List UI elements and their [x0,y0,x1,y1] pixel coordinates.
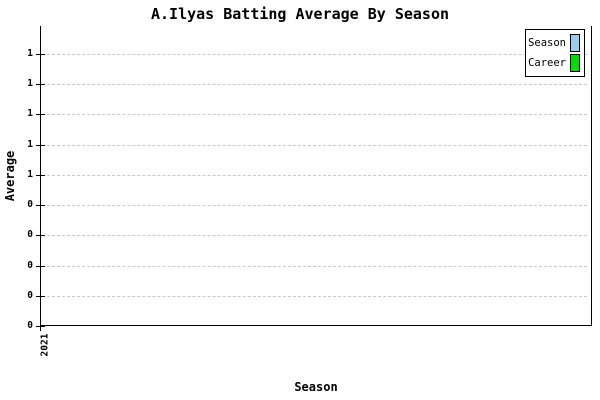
gridline [47,235,587,237]
y-tick-label: 0 [27,320,33,331]
plot-area: 0 0 0 0 0 1 1 1 1 1 2021 [27,26,592,356]
legend-item-career: Career [528,54,580,72]
x-tick-label: 2021 [39,333,51,357]
y-tick-label: 1 [27,138,33,150]
y-tick-mark [36,295,45,297]
gridline [47,205,587,207]
y-tick-mark [36,205,45,207]
y-tick-mark [36,174,45,176]
gridline [47,144,587,146]
gridline [47,265,587,267]
legend-swatch-career [570,54,580,72]
y-tick-label: 0 [27,199,33,211]
y-tick-label: 0 [27,229,33,241]
gridline [47,84,587,86]
legend: Season Career [525,29,585,77]
y-tick-mark [36,114,45,116]
y-tick-label: 1 [27,168,33,180]
y-tick-mark [36,144,45,146]
y-axis-label: Average [3,150,17,202]
y-tick-mark [36,84,45,86]
y-tick-label: 1 [27,108,33,120]
legend-label: Career [528,57,566,69]
y-tick-label: 0 [27,259,33,271]
x-axis-label: Season [294,380,338,394]
y-tick-label: 1 [27,48,33,60]
legend-swatch-season [570,34,580,52]
gridline [47,54,587,56]
legend-label: Season [528,37,566,49]
y-tick-label: 0 [27,289,33,301]
legend-item-season: Season [528,34,580,52]
chart-title: A.Ilyas Batting Average By Season [150,5,449,23]
x-tick-mark [40,319,41,331]
y-tick-mark [36,235,45,237]
y-tick-label: 1 [27,78,33,90]
gridline [47,114,587,116]
y-tick-mark [36,265,45,267]
gridline [47,174,587,176]
gridline [47,295,587,297]
y-tick-mark [36,54,45,56]
